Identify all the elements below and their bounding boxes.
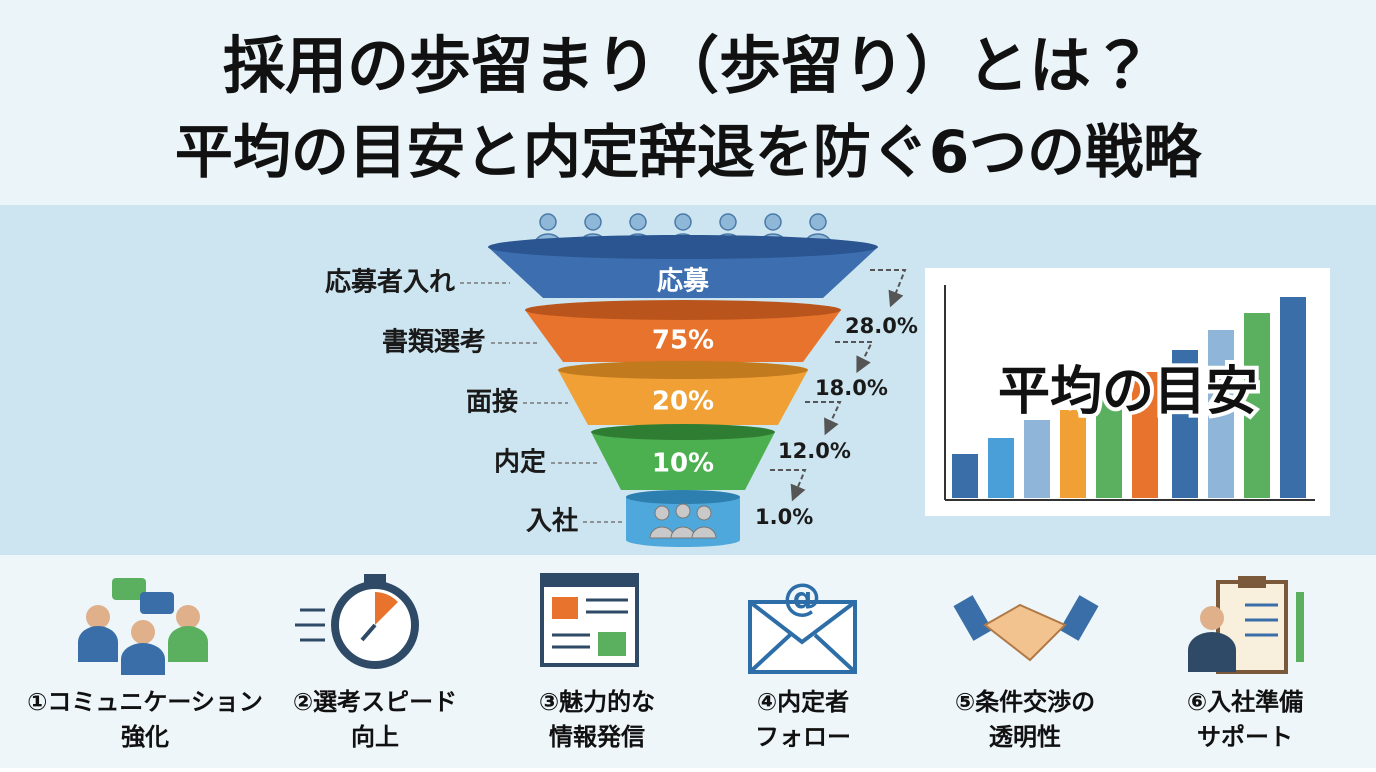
icon-mail: @ bbox=[748, 576, 857, 674]
stage-top bbox=[525, 300, 841, 320]
strategy-text: ③魅力的な bbox=[539, 688, 655, 716]
strategy-text: サポート bbox=[1197, 723, 1293, 751]
stage-inner: 20% bbox=[652, 387, 714, 417]
strategy-text: 強化 bbox=[121, 723, 169, 751]
header-bg bbox=[0, 0, 1376, 205]
funnel: 応募 75% 20% 10% bbox=[488, 235, 878, 547]
strategy-text: フォロー bbox=[755, 723, 851, 751]
strategy-text: ⑥入社準備 bbox=[1187, 688, 1303, 716]
icon-handshake bbox=[953, 595, 1099, 662]
stage-inner: 応募 bbox=[657, 267, 710, 297]
funnel-stage bbox=[525, 310, 841, 362]
stage-label: 入社 bbox=[526, 507, 578, 537]
stage-top bbox=[488, 235, 878, 259]
icon-clipboard bbox=[1188, 576, 1304, 674]
strategy-text: 情報発信 bbox=[549, 723, 645, 751]
stage-label: 内定 bbox=[494, 448, 546, 478]
strategy-text: 透明性 bbox=[989, 723, 1061, 751]
funnel-stage bbox=[488, 247, 878, 298]
title-line: 採用の歩留まり（歩留り）とは？ bbox=[223, 29, 1153, 102]
rate-label: 18.0% bbox=[815, 376, 888, 400]
rate-label: 1.0% bbox=[755, 505, 813, 529]
benchmark-title: 平均の目安 bbox=[998, 362, 1258, 422]
rate-label: 28.0% bbox=[845, 314, 918, 338]
strategy-text: 向上 bbox=[351, 723, 399, 751]
rate-arrow bbox=[805, 401, 842, 436]
stage-label: 書類選考 bbox=[382, 328, 486, 358]
strategy-text: ①コミュニケーション bbox=[27, 688, 263, 716]
stage-inner: 75% bbox=[652, 326, 714, 356]
stage-label: 面接 bbox=[466, 388, 518, 418]
stage-top bbox=[558, 361, 808, 379]
strategy-text: ②選考スピード bbox=[293, 688, 457, 716]
stage-label: 応募者入れ bbox=[325, 268, 455, 298]
stage-top bbox=[591, 424, 775, 440]
funnel-stage bbox=[558, 370, 808, 425]
title-line: 平均の目安と内定辞退を防ぐ6つの戦略 bbox=[175, 118, 1202, 186]
stage-inner: 10% bbox=[652, 449, 714, 479]
at-symbol: @ bbox=[783, 576, 821, 620]
rate-arrow bbox=[835, 341, 874, 374]
strategy-text: ⑤条件交渉の bbox=[955, 688, 1095, 716]
hires-icon bbox=[649, 503, 717, 539]
footer-bg bbox=[0, 555, 1376, 768]
rate-arrow bbox=[770, 469, 807, 502]
icon-stopwatch bbox=[295, 574, 419, 669]
funnel-stage bbox=[591, 432, 775, 490]
rate-label: 12.0% bbox=[778, 439, 851, 463]
benchmark-bars bbox=[944, 285, 1315, 501]
stage-top bbox=[626, 490, 740, 504]
icon-webpage bbox=[540, 573, 639, 667]
strategy-text: ④内定者 bbox=[757, 688, 849, 716]
rate-arrow bbox=[870, 269, 907, 308]
icon-communication bbox=[78, 578, 208, 675]
